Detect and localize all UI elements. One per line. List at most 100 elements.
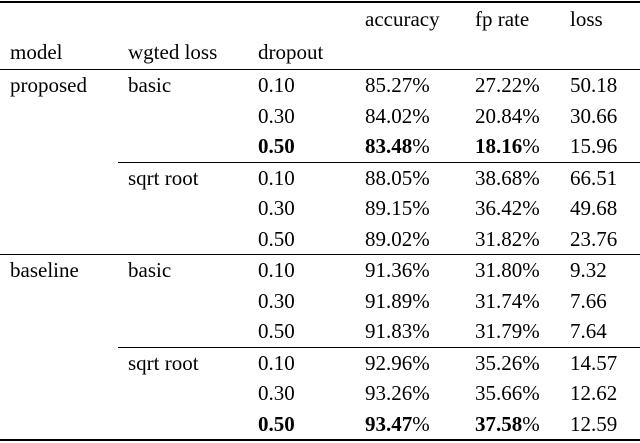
cell-dropout: 0.10 (248, 162, 355, 193)
table-row: 0.50 91.83% 31.79% 7.64 (0, 316, 640, 348)
cell-fp-rate: 18.16% (465, 131, 560, 163)
cell-accuracy: 91.83% (355, 316, 465, 348)
cell-model: baseline (0, 255, 118, 286)
cell-loss: 12.62 (560, 378, 640, 409)
cell-accuracy-value: 84.02 (365, 103, 413, 128)
cell-dropout-value: 0.50 (258, 319, 295, 343)
cell-dropout: 0.50 (248, 316, 355, 348)
cell-accuracy-value: 88.05 (365, 165, 413, 190)
cell-loss-value: 15.96 (570, 134, 618, 158)
cell-loss: 66.51 (560, 162, 640, 193)
cell-loss: 23.76 (560, 223, 640, 255)
cell-dropout: 0.30 (248, 193, 355, 224)
cell-model (0, 378, 118, 409)
cell-fp-rate-value: 31.74 (475, 288, 523, 313)
cell-dropout-value: 0.30 (258, 103, 295, 128)
cell-fp-rate: 35.66% (475, 381, 540, 405)
cell-accuracy: 89.15% (365, 196, 430, 220)
cell-fp-rate-value: 31.79 (475, 319, 523, 343)
cell-dropout-value: 0.10 (258, 350, 295, 375)
cell-loss: 7.66 (560, 286, 640, 317)
cell-loss: 7.64 (560, 316, 640, 348)
cell-loss-value: 7.64 (570, 319, 607, 343)
cell-dropout-value: 0.50 (258, 411, 295, 436)
cell-dropout: 0.50 (248, 131, 355, 163)
cell-wgted-loss: basic (118, 70, 248, 101)
cell-fp-rate: 36.42% (475, 196, 540, 220)
cell-fp-rate-value: 38.68 (475, 165, 523, 190)
cell-fp-rate-value: 18.16 (475, 134, 523, 158)
cell-loss: 50.18 (560, 70, 640, 101)
cell-dropout: 0.10 (248, 70, 355, 101)
header-spacer-model (0, 2, 118, 36)
cell-accuracy: 91.89% (365, 288, 430, 313)
cell-fp-rate: 31.74% (475, 288, 540, 313)
cell-loss-value: 7.66 (570, 288, 607, 313)
cell-dropout: 0.30 (248, 101, 355, 132)
cell-accuracy: 85.27% (365, 73, 430, 97)
cell-wgted-loss (118, 409, 248, 441)
table-row: proposed basic 0.10 85.27% 27.22% 50.18 (0, 70, 640, 101)
cell-accuracy-value: 89.15 (365, 196, 413, 220)
table-row: 0.30 89.15% 36.42% 49.68 (0, 193, 640, 224)
cell-wgted-loss (118, 131, 248, 163)
cell-loss: 9.32 (560, 255, 640, 286)
cell-accuracy: 93.47% (365, 411, 430, 436)
cell-model-value: baseline (10, 258, 79, 282)
cell-wgted-loss: sqrt root (118, 162, 248, 193)
cell-fp-rate-value: 36.42 (475, 196, 523, 220)
cell-fp-rate-value: 35.66 (475, 381, 523, 405)
cell-wgted-loss-value: sqrt root (128, 350, 199, 375)
table-header: accuracy fp rate loss model wgted loss d… (0, 2, 640, 70)
cell-dropout: 0.30 (248, 286, 355, 317)
cell-dropout: 0.30 (248, 378, 355, 409)
table-row: 0.30 84.02% 20.84% 30.66 (0, 101, 640, 132)
table-row: 0.50 89.02% 31.82% 23.76 (0, 223, 640, 255)
cell-loss-value: 14.57 (570, 350, 618, 375)
cell-dropout-value: 0.30 (258, 381, 295, 405)
table-row: sqrt root 0.10 88.05% 38.68% 66.51 (0, 162, 640, 193)
cell-fp-rate: 37.58% (475, 411, 540, 436)
cell-dropout-value: 0.50 (258, 226, 295, 251)
cell-dropout-value: 0.30 (258, 196, 295, 220)
cell-accuracy-value: 91.89 (365, 288, 413, 313)
header-spacer-wgted-loss (118, 2, 248, 36)
cell-accuracy: 84.02% (365, 103, 430, 128)
cell-loss-value: 23.76 (570, 226, 618, 251)
cell-model (0, 162, 118, 193)
header-accuracy: accuracy (365, 7, 440, 31)
table-row: 0.30 91.89% 31.74% 7.66 (0, 286, 640, 317)
cell-wgted-loss-value: basic (128, 73, 172, 97)
cell-model (0, 131, 118, 162)
cell-fp-rate: 38.68% (475, 165, 540, 190)
table-row: sqrt root 0.10 92.96% 35.26% 14.57 (0, 347, 640, 378)
cell-wgted-loss (118, 316, 248, 348)
cell-loss: 12.59 (560, 409, 640, 441)
cell-loss-value: 50.18 (570, 73, 618, 97)
header-row-bottom: model wgted loss dropout (0, 36, 640, 70)
header-spacer-fp-rate (465, 36, 560, 70)
cell-fp-rate: 31.80% (475, 258, 540, 282)
cell-accuracy-value: 92.96 (365, 350, 413, 375)
cell-fp-rate-value: 27.22 (475, 73, 523, 97)
cell-model (0, 193, 118, 224)
cell-dropout-value: 0.10 (258, 258, 295, 282)
cell-model (0, 223, 118, 255)
cell-loss-value: 49.68 (570, 196, 618, 220)
cell-fp-rate: 31.82% (465, 223, 560, 255)
cell-loss-value: 12.62 (570, 381, 618, 405)
cell-loss: 30.66 (560, 101, 640, 132)
cell-dropout-value: 0.50 (258, 134, 295, 158)
cell-accuracy-value: 89.02 (365, 226, 413, 251)
cell-model (0, 286, 118, 317)
cell-accuracy-value: 91.36 (365, 258, 413, 282)
cell-model: proposed (0, 70, 118, 101)
cell-accuracy: 93.26% (365, 381, 430, 405)
cell-wgted-loss-value: sqrt root (128, 165, 199, 190)
header-row-top: accuracy fp rate loss (0, 2, 640, 36)
cell-loss: 14.57 (560, 347, 640, 378)
table-row: 0.50 83.48% 18.16% 15.96 (0, 131, 640, 163)
header-spacer-accuracy (355, 36, 465, 70)
cell-model (0, 101, 118, 132)
